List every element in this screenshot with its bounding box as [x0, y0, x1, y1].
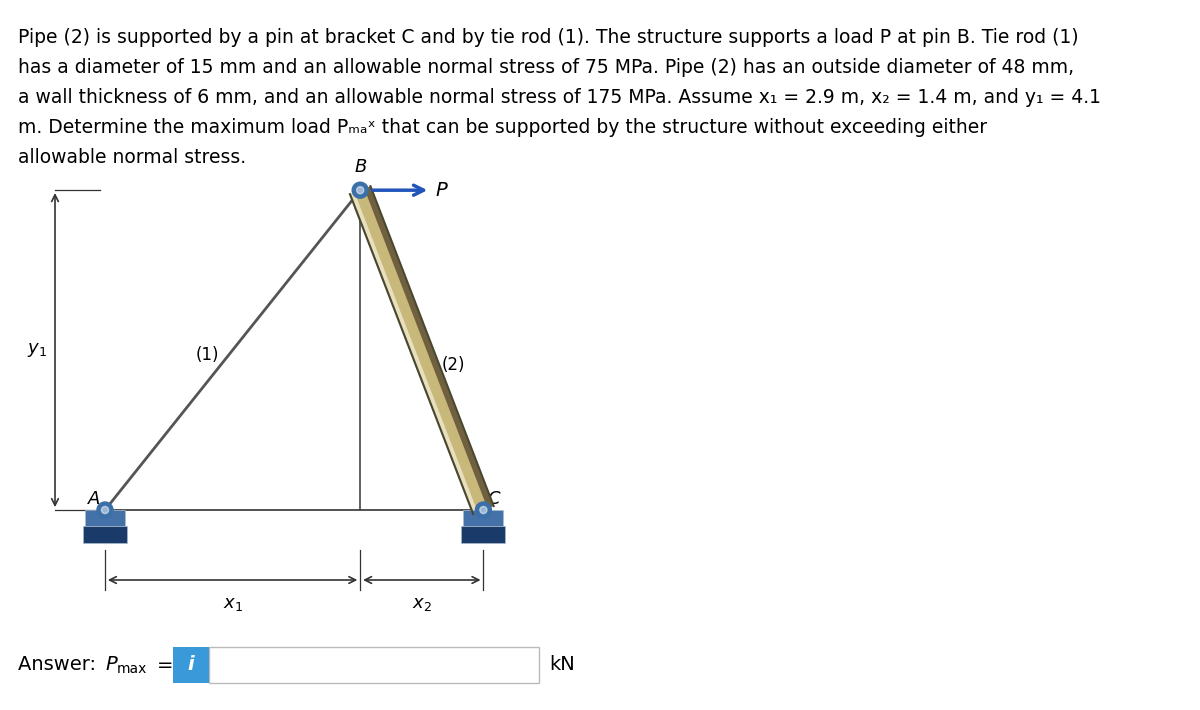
Polygon shape: [85, 510, 125, 526]
Text: has a diameter of 15 mm and an allowable normal stress of 75 MPa. Pipe (2) has a: has a diameter of 15 mm and an allowable…: [18, 58, 1074, 77]
Text: (1): (1): [196, 346, 220, 364]
Polygon shape: [461, 526, 505, 543]
Text: $x_2$: $x_2$: [412, 595, 432, 613]
Text: $P$: $P$: [436, 181, 449, 200]
Circle shape: [353, 182, 368, 198]
Polygon shape: [350, 192, 478, 513]
Text: m. Determine the maximum load Pₘₐˣ that can be supported by the structure withou: m. Determine the maximum load Pₘₐˣ that …: [18, 118, 988, 137]
Polygon shape: [365, 187, 493, 508]
Text: Answer:: Answer:: [18, 655, 102, 674]
Text: $B$: $B$: [354, 158, 367, 176]
FancyBboxPatch shape: [173, 647, 209, 683]
Text: kN: kN: [550, 655, 575, 674]
Text: $y_1$: $y_1$: [28, 341, 47, 359]
Circle shape: [480, 506, 487, 513]
Text: $x_1$: $x_1$: [223, 595, 242, 613]
Text: =: =: [157, 655, 174, 674]
Polygon shape: [463, 510, 504, 526]
Text: a wall thickness of 6 mm, and an allowable normal stress of 175 MPa. Assume x₁ =: a wall thickness of 6 mm, and an allowab…: [18, 88, 1102, 107]
Text: $C$: $C$: [487, 490, 502, 508]
Circle shape: [475, 502, 492, 518]
Circle shape: [97, 502, 113, 518]
Text: max: max: [118, 662, 148, 676]
Polygon shape: [350, 186, 493, 514]
Text: i: i: [187, 655, 194, 674]
Polygon shape: [83, 526, 127, 543]
Circle shape: [356, 187, 364, 194]
Text: $A$: $A$: [86, 490, 101, 508]
FancyBboxPatch shape: [209, 647, 539, 683]
Text: (2): (2): [442, 356, 466, 374]
Circle shape: [101, 506, 109, 513]
Text: $P$: $P$: [106, 655, 119, 674]
Text: Pipe (2) is supported by a pin at bracket C and by tie rod (1). The structure su: Pipe (2) is supported by a pin at bracke…: [18, 28, 1079, 47]
Text: allowable normal stress.: allowable normal stress.: [18, 148, 246, 167]
